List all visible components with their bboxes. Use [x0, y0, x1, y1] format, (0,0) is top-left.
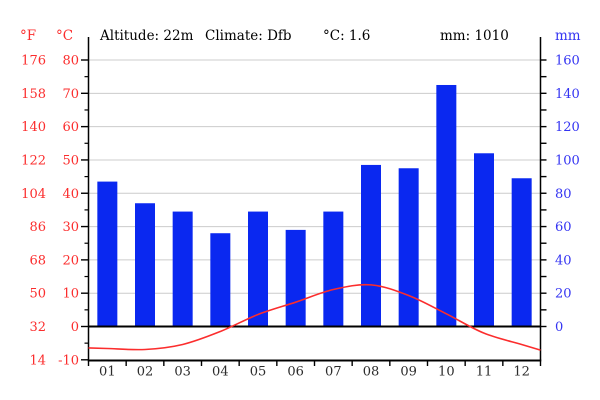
celsius-tick-label: 10: [62, 287, 79, 302]
fahrenheit-tick-label: 14: [29, 353, 46, 368]
precip-bar: [97, 181, 118, 327]
altitude-label: Altitude: 22m: [100, 28, 194, 44]
avg-temp-label: °C: 1.6: [323, 28, 371, 44]
mm-tick-label: 40: [555, 253, 572, 268]
celsius-tick-label: 50: [62, 153, 79, 168]
month-label: 01: [99, 365, 116, 380]
mm-tick-label: 0: [555, 320, 563, 335]
fahrenheit-tick-label: 32: [29, 320, 46, 335]
precip-bar: [172, 211, 193, 327]
fahrenheit-tick-label: 176: [21, 54, 46, 69]
celsius-axis-unit: °C: [56, 28, 74, 44]
precip-bar: [210, 233, 231, 327]
celsius-tick-label: -10: [58, 353, 79, 368]
precip-bar: [474, 153, 494, 327]
fahrenheit-tick-label: 68: [29, 253, 46, 268]
mm-tick-label: 100: [555, 153, 580, 168]
mm-tick-label: 80: [555, 187, 572, 202]
precip-bar: [285, 229, 306, 327]
precip-bar: [511, 178, 532, 327]
fahrenheit-tick-label: 158: [21, 87, 46, 102]
celsius-tick-label: 0: [71, 320, 79, 335]
precip-bar: [248, 211, 268, 327]
precip-bar: [323, 211, 344, 327]
climate-class-label: Climate: Dfb: [205, 28, 292, 44]
mm-tick-label: 120: [555, 120, 580, 135]
month-label: 10: [438, 365, 455, 380]
fahrenheit-tick-label: 50: [29, 287, 46, 302]
celsius-tick-label: 80: [62, 54, 79, 69]
mm-tick-label: 140: [555, 87, 580, 102]
month-label: 08: [363, 365, 380, 380]
celsius-tick-label: 60: [62, 120, 79, 135]
celsius-tick-label: 30: [62, 220, 79, 235]
month-label: 07: [325, 365, 342, 380]
month-label: 05: [250, 365, 267, 380]
fahrenheit-tick-label: 122: [21, 153, 46, 168]
month-label: 09: [400, 365, 417, 380]
mm-tick-label: 160: [555, 54, 580, 69]
fahrenheit-axis-unit: °F: [20, 28, 37, 44]
fahrenheit-tick-label: 104: [21, 187, 46, 202]
precip-bar: [398, 168, 419, 327]
precip-bar: [135, 203, 155, 327]
month-label: 02: [137, 365, 154, 380]
month-label: 12: [513, 365, 530, 380]
mm-tick-label: 60: [555, 220, 572, 235]
month-label: 03: [174, 365, 191, 380]
mm-axis-unit: mm: [555, 28, 581, 44]
celsius-tick-label: 20: [62, 253, 79, 268]
mm-tick-label: 20: [555, 287, 572, 302]
month-label: 04: [212, 365, 229, 380]
fahrenheit-tick-label: 140: [21, 120, 46, 135]
annual-precip-label: mm: 1010: [440, 28, 509, 44]
temperature-line: [88, 283, 541, 351]
precip-bar: [361, 164, 381, 327]
fahrenheit-tick-label: 86: [29, 220, 46, 235]
celsius-tick-label: 70: [62, 87, 79, 102]
celsius-tick-label: 40: [62, 187, 79, 202]
month-label: 11: [476, 365, 493, 380]
month-label: 06: [287, 365, 304, 380]
precip-bar: [436, 84, 457, 327]
